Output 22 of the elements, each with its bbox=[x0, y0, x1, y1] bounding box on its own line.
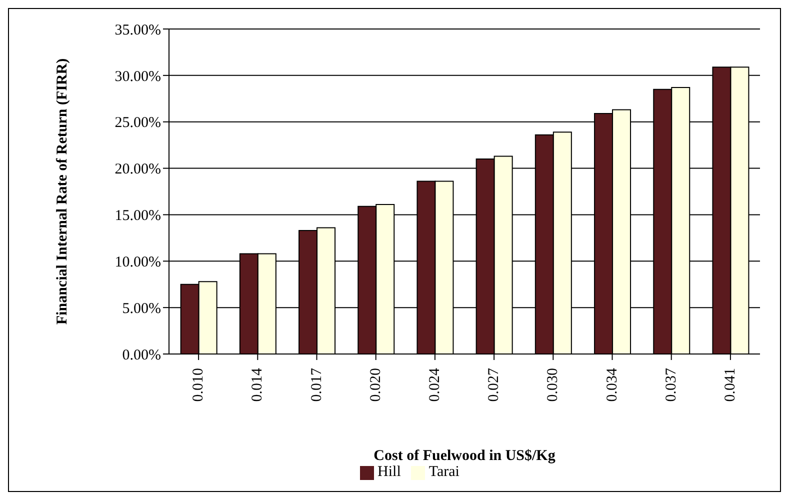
x-axis-title: Cost of Fuelwood in US$/Kg bbox=[374, 448, 556, 464]
y-tick-label: 35.00% bbox=[114, 22, 161, 38]
x-tick-label: 0.010 bbox=[190, 368, 207, 402]
legend-label: Tarai bbox=[428, 464, 460, 480]
y-tick-label: 15.00% bbox=[114, 208, 161, 224]
x-tick-label: 0.020 bbox=[368, 368, 384, 402]
x-tick-label: 0.037 bbox=[663, 368, 680, 402]
y-tick-label: 0.00% bbox=[122, 347, 161, 364]
x-tick-label: 0.024 bbox=[426, 368, 443, 402]
y-tick-label: 30.00% bbox=[114, 68, 161, 85]
y-tick-label: 5.00% bbox=[122, 300, 161, 317]
legend-label: Hill bbox=[378, 464, 401, 480]
x-tick-label: 0.014 bbox=[250, 368, 266, 402]
x-tick-label: 0.027 bbox=[486, 368, 502, 402]
x-tick-label: 0.030 bbox=[545, 368, 562, 402]
y-axis-title: Financial Internal Rate of Return (FIRR) bbox=[54, 58, 70, 325]
y-tick-label: 10.00% bbox=[114, 254, 161, 270]
x-tick-label: 0.041 bbox=[722, 368, 738, 402]
y-tick-label: 25.00% bbox=[114, 115, 161, 132]
y-tick-label: 20.00% bbox=[114, 162, 161, 178]
x-tick-label: 0.017 bbox=[308, 368, 325, 402]
x-tick-label: 0.034 bbox=[604, 368, 620, 402]
